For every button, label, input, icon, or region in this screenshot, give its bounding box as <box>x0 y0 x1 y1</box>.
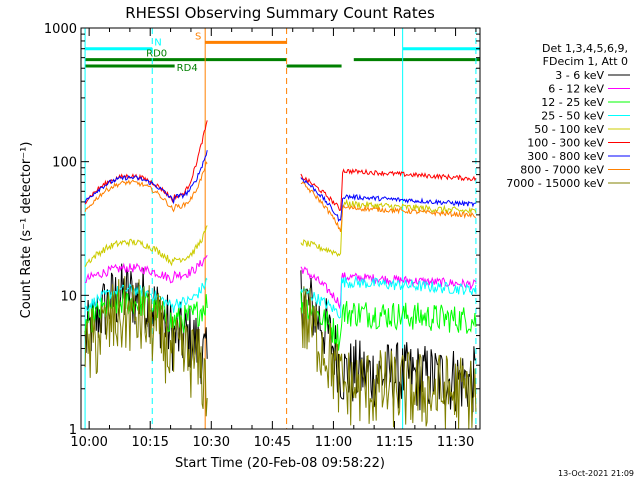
x-tick-label-4: 11:00 <box>315 435 352 450</box>
series-line-6-b <box>300 177 477 222</box>
flag-bars: N S RD0 RD4 <box>85 31 480 74</box>
flag-label-rd4: RD4 <box>177 63 198 74</box>
legend-label-3: 25 - 50 keV <box>541 110 604 123</box>
series-line-7-b <box>300 181 476 233</box>
x-tick-label-0: 10:00 <box>70 435 107 450</box>
series-line-5-b <box>300 168 477 212</box>
series-line-6-a <box>84 150 208 205</box>
y-tick-label-0: 1 <box>69 423 77 438</box>
series-line-3-a <box>85 277 208 313</box>
flag-label-s: S <box>195 31 201 42</box>
timestamp: 13-Oct-2021 21:09 <box>558 469 634 478</box>
x-tick-label-6: 11:30 <box>437 435 474 450</box>
y-tick-label-1: 10 <box>60 289 77 304</box>
chart-title: RHESSI Observing Summary Count Rates <box>125 4 435 22</box>
legend: Det 1,3,4,5,6,9, FDecim 1, Att 0 3 - 6 k… <box>506 42 630 190</box>
legend-label-5: 100 - 300 keV <box>527 137 604 150</box>
y-axis-label: Count Rate (s⁻¹ detector⁻¹) <box>19 142 34 319</box>
series-line-1-a <box>85 255 208 284</box>
series-line-3-b <box>300 275 477 319</box>
series-line-4-a <box>84 225 208 268</box>
legend-label-0: 3 - 6 keV <box>555 69 604 82</box>
legend-label-4: 50 - 100 keV <box>534 123 604 136</box>
axes: 10:00 10:15 10:30 10:45 11:00 11:15 11:30 1 10 10… <box>44 22 480 450</box>
x-tick-label-2: 10:30 <box>193 435 230 450</box>
legend-label-6: 300 - 800 keV <box>527 150 604 163</box>
legend-label-8: 7000 - 15000 keV <box>506 177 604 190</box>
x-tick-label-1: 10:15 <box>131 435 168 450</box>
flag-label-rd0: RD0 <box>146 49 167 60</box>
flag-label-n: N <box>154 38 161 49</box>
x-axis-label: Start Time (20-Feb-08 09:58:22) <box>175 456 385 471</box>
x-tick-label-3: 10:45 <box>254 435 291 450</box>
series-line-1-b <box>300 266 477 310</box>
series-line-8-b <box>300 286 477 430</box>
legend-label-2: 12 - 25 keV <box>541 96 604 109</box>
legend-header-line-2: FDecim 1, Att 0 <box>543 55 628 68</box>
series-line-7-a <box>84 161 208 213</box>
series-line-4-b <box>300 198 477 257</box>
series-line-8-a <box>84 276 208 417</box>
x-tick-label-5: 11:15 <box>376 435 413 450</box>
legend-label-7: 800 - 7000 keV <box>520 164 604 177</box>
legend-header-line-1: Det 1,3,4,5,6,9, <box>542 42 628 55</box>
y-tick-label-3: 1000 <box>44 22 77 37</box>
y-tick-label-2: 100 <box>52 156 77 171</box>
series-line-0-b <box>300 270 476 413</box>
legend-label-1: 6 - 12 keV <box>548 83 604 96</box>
series-lines <box>84 120 477 430</box>
plot-frame <box>80 27 481 430</box>
